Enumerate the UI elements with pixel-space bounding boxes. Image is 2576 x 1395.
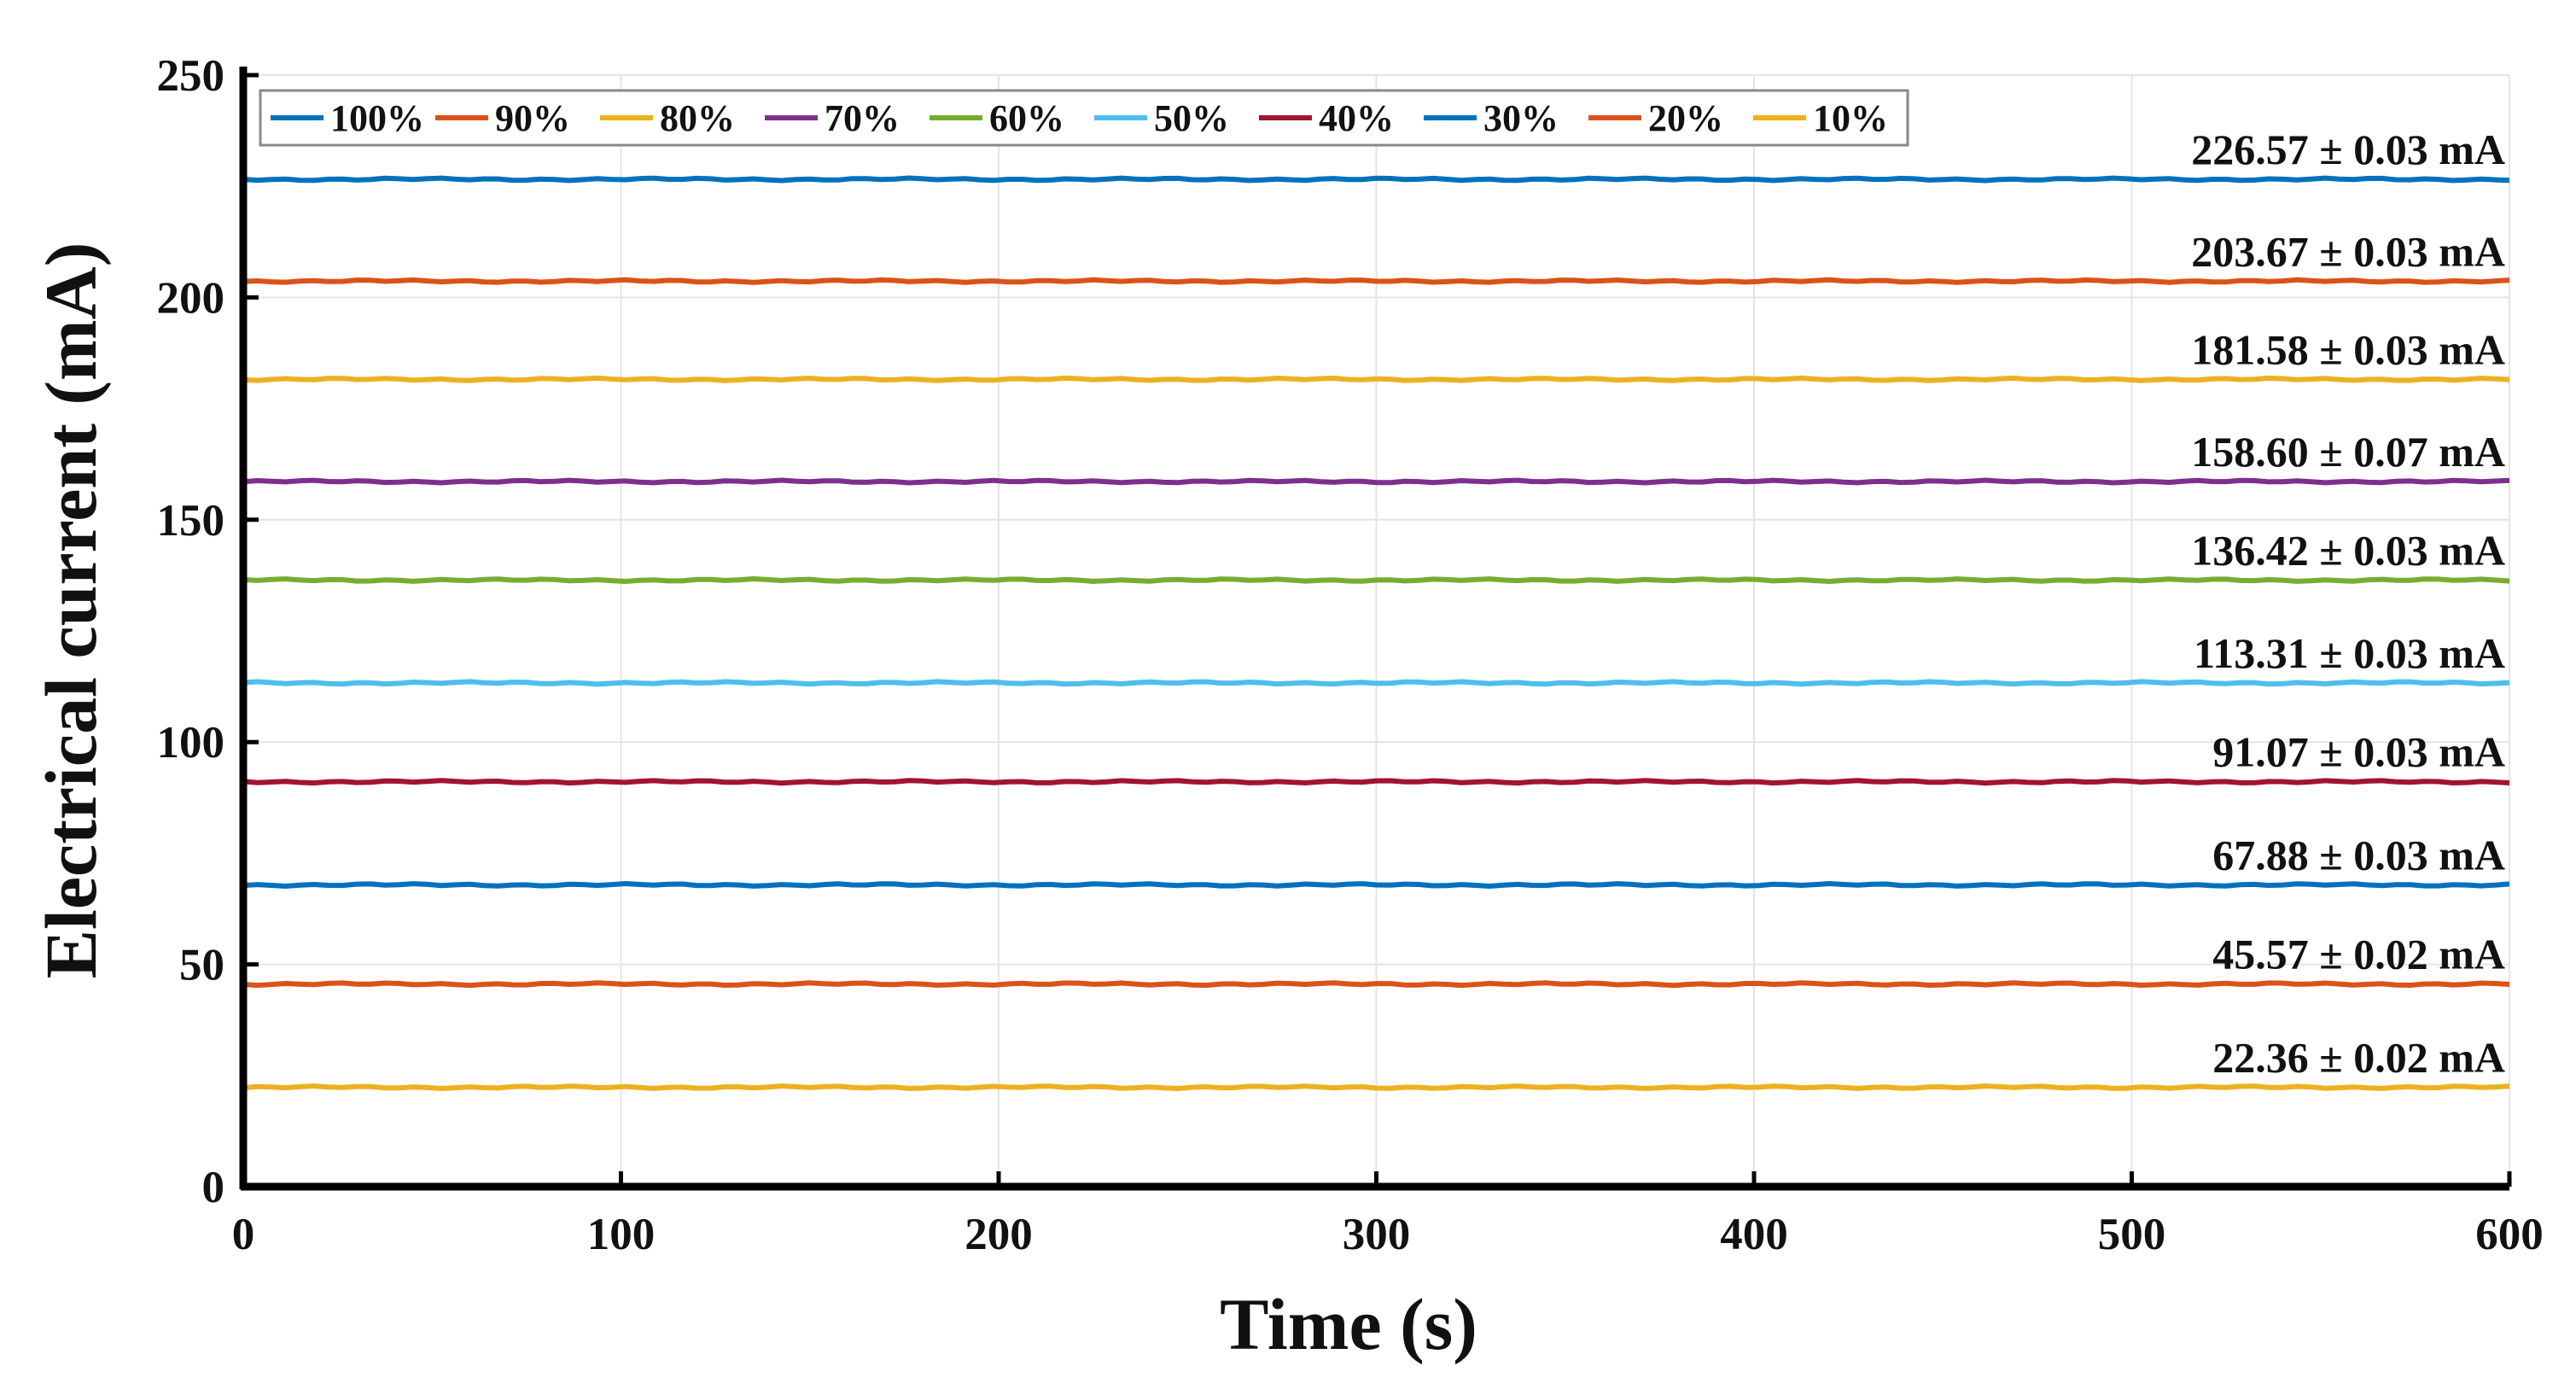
x-tick-label: 400 <box>1720 1210 1788 1259</box>
value-annotation: 22.36 ± 0.02 mA <box>2212 1034 2505 1082</box>
y-tick-label: 250 <box>157 51 225 101</box>
value-annotation: 45.57 ± 0.02 mA <box>2212 931 2505 978</box>
series-line-50pct <box>242 679 2510 687</box>
x-axis-label: Time (s) <box>1220 1283 1477 1365</box>
legend-label: 50% <box>1154 97 1229 139</box>
grid-lines <box>243 74 2510 1187</box>
value-annotation: 203.67 ± 0.03 mA <box>2191 227 2505 275</box>
x-tick-label: 500 <box>2098 1210 2166 1259</box>
series-line-80pct <box>242 375 2510 383</box>
value-annotation: 91.07 ± 0.03 mA <box>2212 728 2505 776</box>
legend-label: 30% <box>1483 97 1559 139</box>
x-tick-label: 300 <box>1343 1210 1411 1259</box>
y-tick-label: 200 <box>157 273 225 323</box>
series-line-30pct <box>242 881 2510 889</box>
y-tick-label: 0 <box>202 1163 225 1212</box>
legend-label: 40% <box>1319 97 1394 139</box>
series-line-100pct <box>242 175 2510 184</box>
series-line-40pct <box>242 778 2510 786</box>
x-tick-label: 600 <box>2475 1210 2544 1259</box>
value-annotation: 67.88 ± 0.03 mA <box>2212 831 2505 878</box>
series-lines <box>242 175 2510 1091</box>
value-annotation: 113.31 ± 0.03 mA <box>2194 629 2505 677</box>
legend: 100% 90% 80% 70% 60% 50% 40% 30% 20% 10% <box>259 89 1909 147</box>
legend-label: 70% <box>825 97 900 139</box>
series-line-60pct <box>242 576 2510 584</box>
value-annotation: 158.60 ± 0.07 mA <box>2191 428 2505 476</box>
x-tick-label: 100 <box>587 1210 656 1259</box>
legend-label: 60% <box>989 97 1064 139</box>
axes <box>239 67 2512 1191</box>
series-line-90pct <box>242 277 2510 285</box>
series-line-10pct <box>242 1083 2510 1091</box>
y-tick-label: 100 <box>157 718 225 768</box>
legend-label: 90% <box>495 97 570 139</box>
y-axis-label: Electrical current (mA) <box>30 242 112 979</box>
x-tick-label: 0 <box>232 1210 255 1259</box>
value-annotation: 181.58 ± 0.03 mA <box>2191 325 2505 373</box>
x-tick-label: 200 <box>965 1210 1033 1259</box>
value-annotation: 136.42 ± 0.03 mA <box>2191 527 2505 575</box>
y-tick-label: 50 <box>179 941 224 990</box>
legend-label: 80% <box>660 97 735 139</box>
legend-label: 100% <box>330 97 424 139</box>
legend-label: 20% <box>1648 97 1723 139</box>
legend-label: 10% <box>1813 97 1888 139</box>
series-line-70pct <box>242 477 2510 486</box>
y-tick-label: 150 <box>157 496 225 546</box>
value-annotations: 226.57 ± 0.03 mA 203.67 ± 0.03 mA 181.58 ±… <box>2191 125 2505 1082</box>
series-line-20pct <box>242 980 2510 989</box>
value-annotation: 226.57 ± 0.03 mA <box>2191 125 2505 173</box>
tick-labels: 0 100 200 300 400 500 600 0 50 100 150 200 250 <box>157 51 2544 1259</box>
